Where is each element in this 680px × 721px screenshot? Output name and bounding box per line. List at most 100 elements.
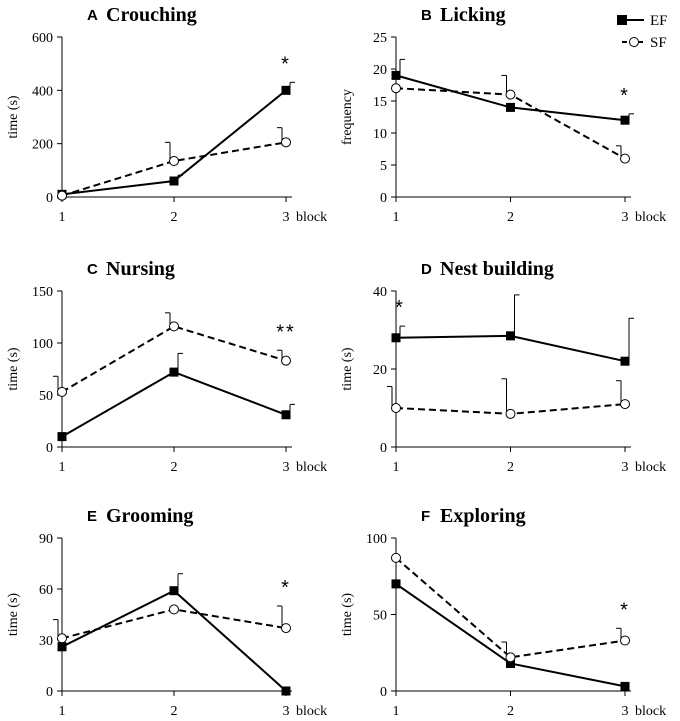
- series-line-sf: [61, 325, 287, 393]
- y-tick-label: 20: [373, 63, 387, 78]
- y-tick-label: 5: [380, 159, 387, 174]
- data-point-ef: [281, 410, 291, 420]
- panel-letter: E: [87, 508, 97, 525]
- legend-marker-sf: [629, 37, 639, 47]
- data-point-ef: [57, 642, 67, 652]
- y-tick-label: 0: [46, 441, 53, 456]
- legend-item-sf: SF: [622, 35, 667, 51]
- data-point-ef: [620, 356, 630, 366]
- chart-panel-b: 0 5 10 15 20 25 1 2 3 block frequency B Licking *: [340, 4, 666, 225]
- data-point-sf: [281, 623, 291, 634]
- y-axis-label: time (s): [6, 593, 21, 636]
- data-point-sf: [281, 137, 291, 148]
- x-tick-label: 2: [507, 704, 514, 719]
- data-point-ef: [281, 85, 291, 95]
- series-sf: [53, 604, 291, 644]
- significance-marker: *: [620, 599, 630, 621]
- series-sf: [387, 378, 630, 419]
- y-tick-label: 10: [373, 127, 387, 142]
- data-point-ef: [506, 331, 515, 341]
- data-point-sf: [620, 153, 630, 164]
- significance-marker: *: [281, 577, 291, 599]
- data-point-ef: [620, 681, 630, 691]
- data-point-ef: [506, 102, 515, 112]
- data-point-sf: [620, 635, 630, 646]
- y-tick-label: 150: [32, 285, 53, 300]
- x-tick-label: 3: [622, 210, 629, 225]
- chart-panel-a: 0 200 400 600 1 2 3 block time (s) A Crouching *: [6, 4, 327, 225]
- x-axis-label: block: [635, 460, 666, 475]
- y-axis-label: time (s): [6, 347, 21, 390]
- x-tick-label: 3: [283, 704, 290, 719]
- data-point-sf: [169, 604, 179, 615]
- panel-letter: C: [87, 261, 98, 278]
- series-line-ef: [395, 583, 626, 688]
- y-tick-label: 200: [32, 138, 53, 153]
- data-point-ef: [281, 686, 291, 696]
- series-sf: [391, 74, 630, 164]
- data-point-ef: [57, 432, 67, 442]
- y-tick-label: 0: [46, 685, 53, 700]
- x-tick-label: 2: [507, 460, 514, 475]
- series-sf: [391, 552, 630, 663]
- y-tick-label: 40: [373, 285, 387, 300]
- x-tick-label: 1: [393, 460, 400, 475]
- series-line-sf: [395, 557, 626, 659]
- series-ef: [57, 573, 291, 696]
- significance-marker: *: [281, 53, 291, 75]
- series-line-ef: [61, 371, 287, 438]
- series-ef: [391, 579, 630, 691]
- panel-title: Nursing: [106, 258, 175, 280]
- data-point-sf: [505, 89, 516, 100]
- data-point-sf: [281, 355, 291, 366]
- data-point-sf: [57, 190, 67, 201]
- y-tick-label: 0: [380, 685, 387, 700]
- x-axis-label: block: [296, 460, 327, 475]
- y-tick-label: 30: [39, 634, 53, 649]
- significance-marker: *: [620, 85, 630, 107]
- panel-letter: F: [421, 508, 430, 525]
- x-tick-label: 1: [393, 210, 400, 225]
- y-tick-label: 60: [39, 583, 53, 598]
- x-tick-label: 2: [507, 210, 514, 225]
- y-tick-label: 50: [39, 389, 53, 404]
- y-axis-label: frequency: [340, 89, 355, 145]
- data-point-ef: [391, 333, 401, 343]
- significance-marker: **: [276, 321, 296, 343]
- data-point-sf: [391, 552, 401, 563]
- data-point-sf: [169, 321, 179, 332]
- data-point-ef: [391, 70, 401, 80]
- legend-label: SF: [650, 35, 667, 51]
- x-tick-label: 3: [622, 704, 629, 719]
- panel-letter: A: [87, 7, 98, 24]
- data-point-sf: [57, 633, 67, 644]
- legend-label: EF: [650, 13, 668, 29]
- y-tick-label: 0: [380, 191, 387, 206]
- chart-panel-d: 0 20 40 1 2 3 block time (s) D Nest building *: [340, 258, 666, 475]
- chart-panel-c: 0 50 100 150 1 2 3 block time (s) C Nursing **: [6, 258, 327, 475]
- panel-title: Exploring: [440, 505, 526, 527]
- x-tick-label: 2: [171, 210, 178, 225]
- data-point-sf: [505, 652, 516, 663]
- x-tick-label: 3: [622, 460, 629, 475]
- data-point-ef: [169, 586, 179, 596]
- data-point-sf: [169, 156, 179, 166]
- x-tick-label: 3: [283, 210, 290, 225]
- data-point-ef: [169, 367, 179, 377]
- data-point-sf: [505, 408, 516, 419]
- y-tick-label: 50: [373, 609, 387, 624]
- y-tick-label: 0: [380, 441, 387, 456]
- x-tick-label: 1: [393, 704, 400, 719]
- data-point-sf: [57, 386, 67, 397]
- legend-marker-ef: [617, 15, 627, 25]
- panel-letter: D: [421, 261, 432, 278]
- series-ef: [391, 58, 634, 125]
- x-axis-label: block: [635, 210, 666, 225]
- series-ef: [57, 81, 295, 199]
- chart-panel-e: 0 30 60 90 1 2 3 block time (s) E Grooming *: [6, 505, 327, 719]
- y-tick-label: 90: [39, 532, 53, 547]
- data-point-sf: [620, 399, 630, 410]
- y-tick-label: 15: [373, 95, 387, 110]
- panel-letter: B: [421, 7, 432, 24]
